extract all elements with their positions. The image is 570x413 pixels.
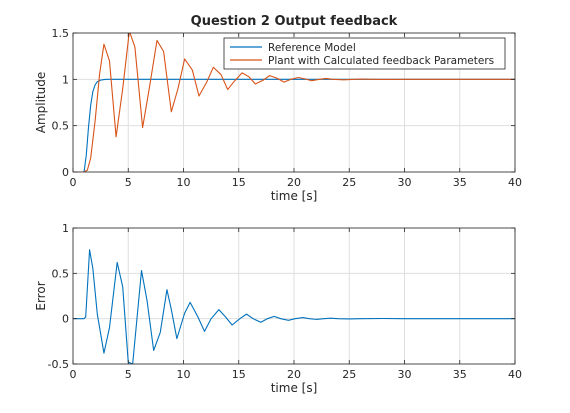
y-tick-label: 0.5 [52,267,70,280]
x-tick-label: 10 [177,176,191,189]
x-tick-label: 20 [287,368,301,381]
x-axis-label: time [s] [271,189,318,203]
x-tick-label: 25 [342,176,356,189]
y-tick-label: 1 [62,222,69,235]
x-axis-label: time [s] [271,381,318,395]
x-tick-label: 5 [125,176,132,189]
y-tick-label: 0 [62,313,69,326]
y-tick-label: 1.5 [52,27,70,40]
series-line-0 [73,78,515,172]
x-tick-label: 40 [508,176,522,189]
chart-title: Question 2 Output feedback [191,14,398,29]
x-tick-label: 5 [125,368,132,381]
y-tick-label: 0 [62,166,69,179]
x-tick-label: 30 [398,368,412,381]
x-tick-label: 40 [508,368,522,381]
x-tick-label: 30 [398,176,412,189]
x-tick-label: 0 [70,176,77,189]
x-tick-label: 15 [232,176,246,189]
series-group [73,33,515,172]
series-group [73,249,515,364]
y-tick-label: 1 [62,73,69,86]
x-tick-label: 15 [232,368,246,381]
y-axis-label: Amplitude [34,72,48,134]
y-axis-label: Error [34,281,48,310]
x-tick-label: 35 [453,176,467,189]
top-plot: 0 5 10 15 20 25 30 35 40 0 0.5 1 1.5 time [s] Amplitud… [34,14,522,203]
legend-box [223,37,506,70]
x-tick-label: 35 [453,368,467,381]
y-tick-label: -0.5 [48,358,69,371]
series-line-1 [73,33,515,172]
x-tick-label: 25 [342,368,356,381]
series-line-0 [73,249,515,364]
x-tick-label: 0 [70,368,77,381]
legend-entry-1: Plant with Calculated feedback Parameter… [268,55,494,67]
y-tick-label: 0.5 [52,120,70,133]
x-tick-label: 10 [177,368,191,381]
x-tick-label: 20 [287,176,301,189]
legend-entry-0: Reference Model [268,42,356,54]
